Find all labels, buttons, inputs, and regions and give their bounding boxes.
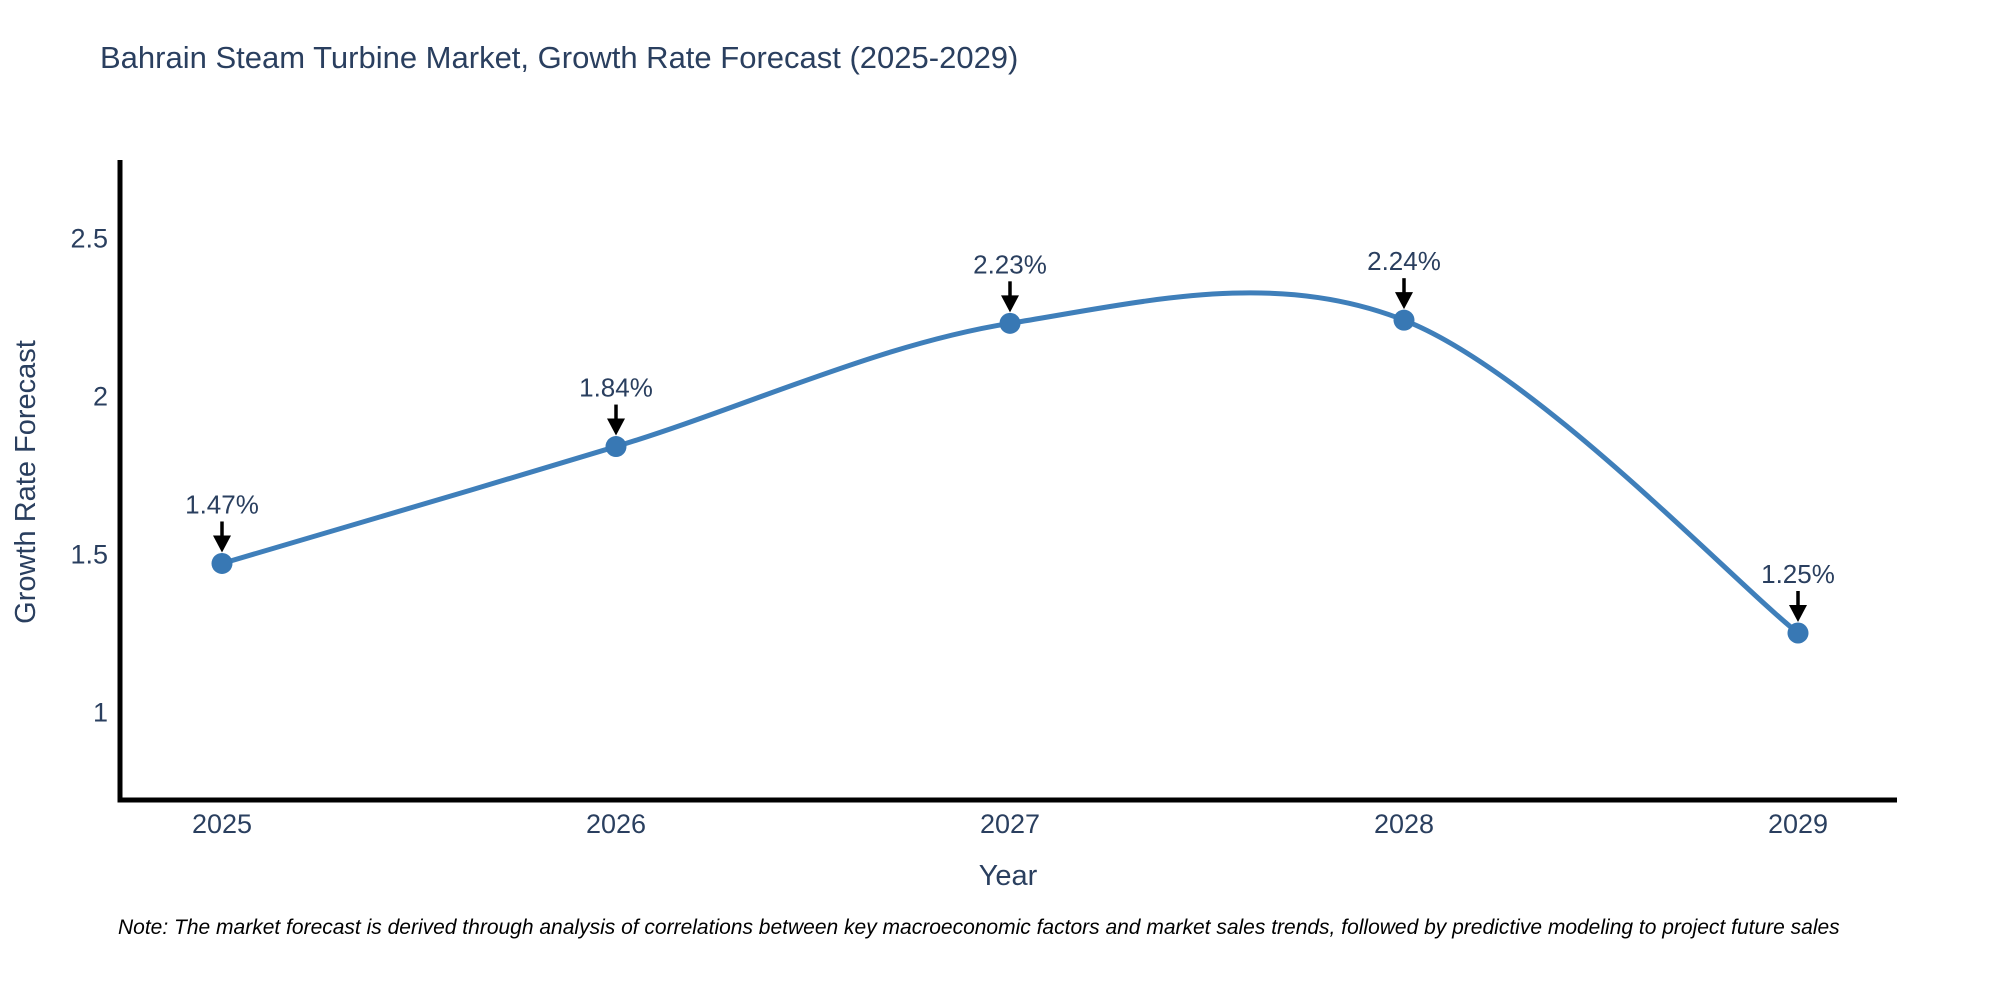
y-tick-label: 1 xyxy=(93,697,108,727)
annotation-label: 2.24% xyxy=(1367,246,1441,276)
y-tick-label: 2.5 xyxy=(70,223,108,253)
x-tick-label: 2027 xyxy=(980,809,1040,839)
annotation-label: 1.25% xyxy=(1761,559,1835,589)
y-tick-label: 1.5 xyxy=(70,539,108,569)
annotation-label: 2.23% xyxy=(973,249,1047,279)
series-line xyxy=(221,290,1800,635)
annotation-label: 1.47% xyxy=(185,489,259,519)
x-tick-label: 2026 xyxy=(586,809,646,839)
x-tick-label: 2028 xyxy=(1374,809,1434,839)
annotation-arrowhead xyxy=(1395,292,1413,310)
annotation-arrowhead xyxy=(1001,295,1019,313)
data-point-marker xyxy=(211,552,233,574)
footnote: Note: The market forecast is derived thr… xyxy=(118,916,1840,939)
annotation-arrowhead xyxy=(213,535,231,553)
data-point-marker xyxy=(999,312,1021,334)
x-tick-label: 2029 xyxy=(1768,809,1828,839)
data-point-marker xyxy=(1393,309,1415,331)
chart-title: Bahrain Steam Turbine Market, Growth Rat… xyxy=(100,40,1019,75)
annotation-label: 1.84% xyxy=(579,373,653,403)
data-point-marker xyxy=(1787,622,1809,644)
annotation-arrowhead xyxy=(607,418,625,436)
x-axis-title: Year xyxy=(978,860,1038,892)
data-point-marker xyxy=(605,436,627,458)
annotation-arrowhead xyxy=(1789,605,1807,622)
x-tick-label: 2025 xyxy=(192,809,252,839)
y-tick-label: 2 xyxy=(93,381,108,411)
